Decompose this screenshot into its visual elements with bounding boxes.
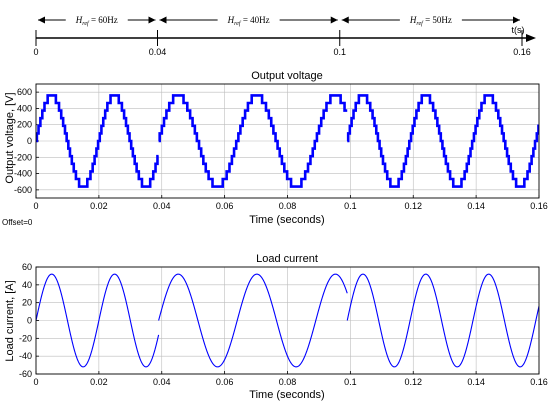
segment-arrow-right <box>513 16 520 24</box>
current-x-axis-label: Time (seconds) <box>249 389 324 401</box>
plot-frame <box>35 266 540 375</box>
voltage-chart-title: Output voltage <box>251 70 323 82</box>
y-tick-label: 600 <box>17 87 32 97</box>
series-line-2 <box>346 273 539 368</box>
segment-label-bg <box>399 11 462 25</box>
segment-label-bg <box>65 11 128 25</box>
current-chart: 0 0.02 0.04 0.06 0.08 0.1 0.12 0.14 0.166040200-… <box>19 262 548 387</box>
y-tick-label: 0 <box>27 316 32 326</box>
timeline-axis-label: t(s) <box>512 25 525 35</box>
plot-frame <box>35 83 540 199</box>
segment-arrow-left <box>38 16 45 24</box>
y-tick-label: -600 <box>14 185 32 195</box>
timeline-tick-label: 0 <box>33 47 38 57</box>
segment-arrow-left <box>159 16 167 24</box>
y-tick-label: -40 <box>19 351 32 361</box>
x-tick-label: 0.14 <box>467 377 485 387</box>
y-tick-label: -400 <box>14 169 32 179</box>
frequency-timeline: 0 0.04 0.1 0.16 t(s) Href = 60Hz Href = 40Hz Hr… <box>33 11 536 57</box>
current-y-axis-label: Load current, [A] <box>4 280 16 361</box>
y-tick-label: 200 <box>17 120 32 130</box>
segment-arrow-right <box>148 16 156 24</box>
timeline-tick-label: 0.04 <box>149 47 167 57</box>
segment-arrow-left <box>341 16 349 24</box>
x-tick-label: 0.12 <box>404 377 422 387</box>
segment-arrow-right <box>330 16 338 24</box>
segment-label: Href = 60Hz <box>75 15 118 27</box>
x-tick-label: 0.02 <box>90 377 108 387</box>
x-tick-label: 0.08 <box>279 377 297 387</box>
y-tick-label: -20 <box>19 333 32 343</box>
y-tick-label: 400 <box>17 103 32 113</box>
segment-label: Href = 40Hz <box>227 15 270 27</box>
x-tick-label: 0.02 <box>90 201 108 211</box>
y-tick-label: 0 <box>27 136 32 146</box>
x-tick-label: 0 <box>33 377 38 387</box>
series-line-0 <box>36 94 159 188</box>
x-tick-label: 0.1 <box>344 201 357 211</box>
segment-label: Href = 50Hz <box>409 15 452 27</box>
timeline-tick-label: 0.1 <box>333 47 346 57</box>
offset-label: Offset=0 <box>2 218 33 227</box>
x-tick-label: 0.12 <box>404 201 422 211</box>
segment-label-bg <box>217 11 280 25</box>
x-tick-label: 0.06 <box>216 377 234 387</box>
x-tick-label: 0.08 <box>279 201 297 211</box>
x-tick-label: 0.06 <box>216 201 234 211</box>
voltage-x-axis-label: Time (seconds) <box>249 214 324 226</box>
current-chart-title: Load current <box>256 253 318 265</box>
y-tick-label: -60 <box>19 369 32 379</box>
voltage-y-axis-label: Output voltage, [V] <box>4 92 16 183</box>
y-tick-label: 40 <box>22 280 32 290</box>
series-line-0 <box>36 273 160 368</box>
x-tick-label: 0.16 <box>530 201 548 211</box>
x-tick-label: 0.1 <box>344 377 357 387</box>
series-line-1 <box>158 94 348 188</box>
voltage-chart: 0 0.02 0.04 0.06 0.08 0.1 0.12 0.14 0.16 600 400 20… <box>14 83 548 211</box>
timeline-axis-arrow <box>526 34 536 42</box>
x-tick-label: 0.04 <box>153 377 171 387</box>
timeline-tick-label: 0.16 <box>513 47 531 57</box>
y-tick-label: 20 <box>22 298 32 308</box>
series-line-2 <box>346 94 539 188</box>
x-tick-label: 0.04 <box>153 201 171 211</box>
x-tick-label: 0 <box>33 201 38 211</box>
series-line-1 <box>158 273 348 368</box>
x-tick-label: 0.16 <box>530 377 548 387</box>
x-tick-label: 0.14 <box>467 201 485 211</box>
y-tick-label: -200 <box>14 152 32 162</box>
y-tick-label: 60 <box>22 262 32 272</box>
